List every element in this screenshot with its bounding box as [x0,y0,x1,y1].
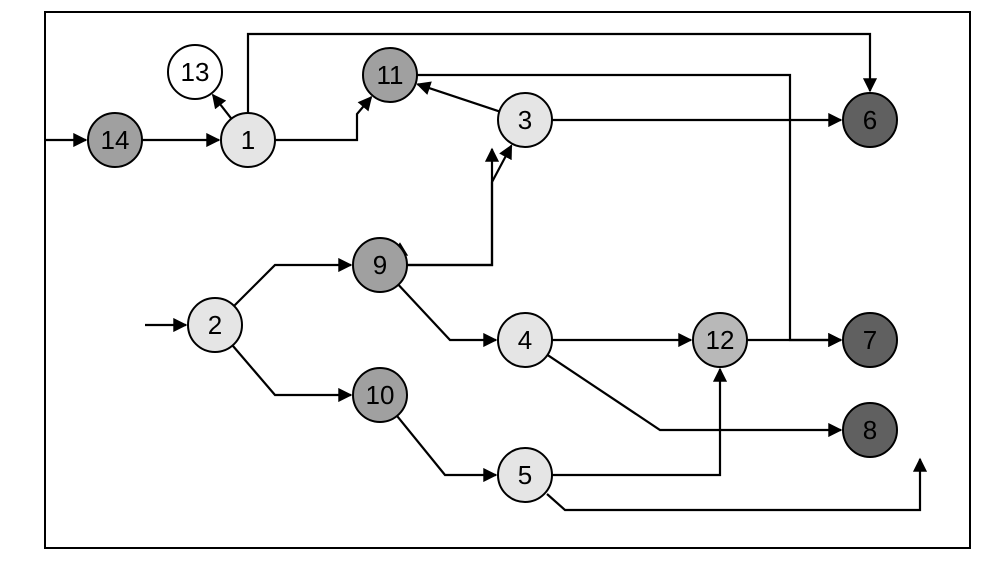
node-label: 11 [377,60,404,90]
node-12: 12 [693,313,747,367]
node-label: 4 [518,325,532,355]
node-label: 13 [181,57,210,87]
edge [417,75,841,340]
edge [275,97,371,140]
node-label: 9 [373,250,387,280]
node-6: 6 [843,93,897,147]
edge [233,345,351,395]
edge [547,459,920,510]
node-label: 5 [518,460,532,490]
edge [248,34,870,113]
edge [552,369,720,475]
node-label: 2 [208,310,222,340]
edge [397,416,496,475]
node-10: 10 [353,368,407,422]
node-7: 7 [843,313,897,367]
node-5: 5 [498,448,552,502]
node-4: 4 [498,313,552,367]
edge [407,149,492,265]
node-2: 2 [188,298,242,352]
node-label: 1 [241,125,255,155]
node-13: 13 [168,45,222,99]
node-label: 14 [101,125,130,155]
node-label: 7 [863,325,877,355]
node-1: 1 [221,113,275,167]
edge [213,95,232,119]
network-diagram: 1411329101134512678 [0,0,1000,562]
node-label: 10 [366,380,395,410]
edge [234,265,351,306]
node-8: 8 [843,403,897,457]
edge [407,146,511,265]
edge [418,84,500,111]
node-9: 9 [353,238,407,292]
edge [398,285,496,340]
node-label: 6 [863,105,877,135]
node-label: 3 [518,105,532,135]
node-11: 11 [363,48,417,102]
node-label: 8 [863,415,877,445]
edge [547,355,841,430]
node-14: 14 [88,113,142,167]
node-3: 3 [498,93,552,147]
node-label: 12 [706,325,735,355]
